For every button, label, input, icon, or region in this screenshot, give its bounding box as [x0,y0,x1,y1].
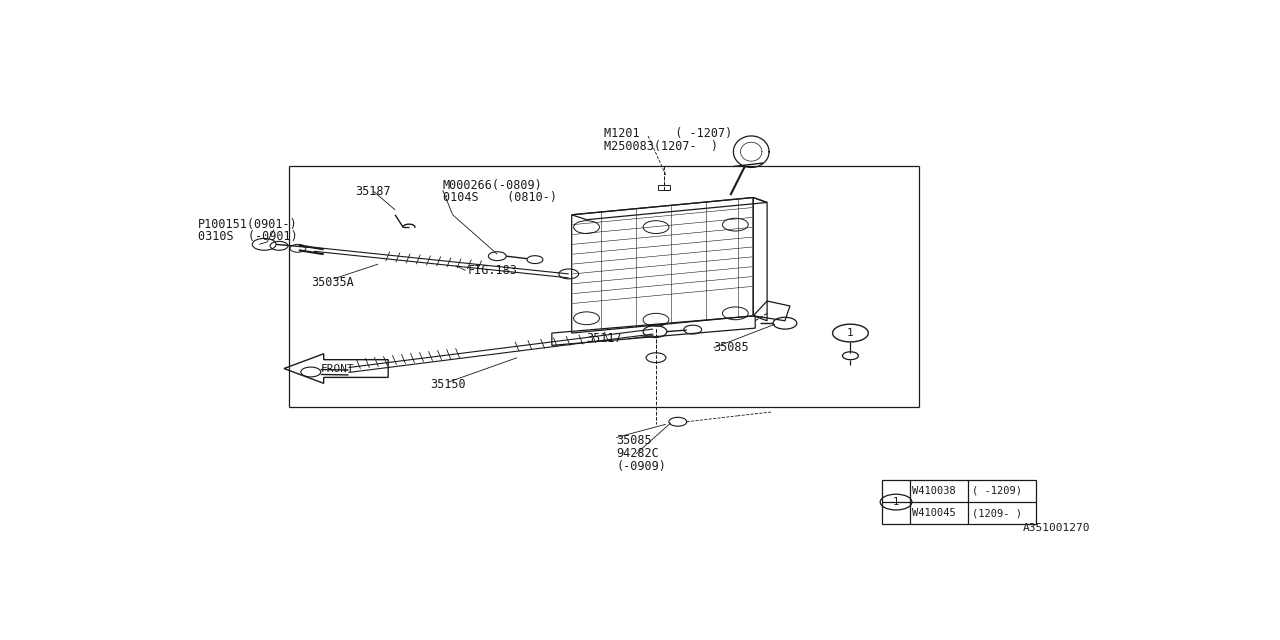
Text: 35085: 35085 [713,341,749,355]
Text: 1: 1 [847,328,854,338]
Bar [658,185,669,190]
Text: W410045: W410045 [911,508,956,518]
Text: FIG.183: FIG.183 [467,264,517,277]
Text: 35035A: 35035A [311,276,353,289]
Text: M250083(1207-  ): M250083(1207- ) [604,140,718,153]
Text: (-0909): (-0909) [617,460,666,472]
Text: 35117: 35117 [586,332,622,346]
Text: (1209- ): (1209- ) [973,508,1023,518]
Text: 1: 1 [893,497,899,507]
Text: M1201     ( -1207): M1201 ( -1207) [604,127,732,140]
Bar [882,480,1036,524]
Text: 94282C: 94282C [617,447,659,460]
Text: W410038: W410038 [911,486,956,496]
Text: 0104S    (0810-): 0104S (0810-) [443,191,557,204]
Text: P100151(0901-): P100151(0901-) [197,218,297,231]
Text: 0310S  (-0901): 0310S (-0901) [197,230,297,243]
Text: 35150: 35150 [430,378,466,391]
Text: ( -1209): ( -1209) [973,486,1023,496]
Text: M000266(-0809): M000266(-0809) [443,179,543,192]
Text: FRONT: FRONT [321,364,355,374]
Text: A351001270: A351001270 [1023,524,1091,533]
Text: 35085: 35085 [617,434,652,447]
Text: 35187: 35187 [356,184,392,198]
